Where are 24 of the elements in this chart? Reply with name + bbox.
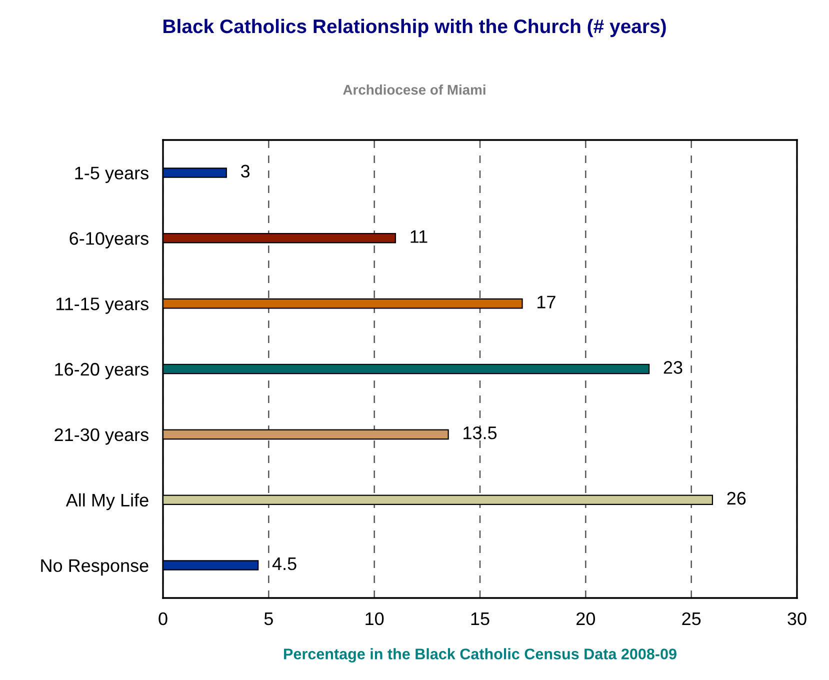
data-label: 13.5 [464,426,497,440]
chart-subtitle: Archdiocese of Miami [343,84,486,95]
chart-title: Black Catholics Relationship with the Church (# years) [164,18,666,38]
x-tick-label: 25 [682,612,701,626]
x-tick-label: 30 [788,612,806,626]
x-tick-label: 5 [264,612,273,626]
x-tick-label: 0 [158,612,168,626]
data-label: 26 [727,492,746,505]
y-tick-label: 6-10years [70,232,148,248]
x-axis-title: Percentage in the Black Catholic Census Data 2008-09 [284,648,676,662]
data-label: 3 [240,164,250,178]
data-label: 17 [538,296,556,308]
y-tick-label: 16-20 years [55,362,148,380]
x-tick-label: 20 [576,612,596,626]
x-tick-label: 15 [471,612,490,626]
x-tick-label: 10 [366,612,384,626]
y-tick-label: 11-15 years [56,298,148,314]
y-tick-label: All My Life [66,493,148,510]
data-label: 4.5 [272,558,296,570]
y-tick-label: No Response [41,559,148,576]
y-tick-label: 1-5 years [75,166,148,184]
data-label: 23 [664,361,682,374]
y-tick-label: 21-30 years [54,428,148,445]
data-label: 11 [410,230,428,243]
